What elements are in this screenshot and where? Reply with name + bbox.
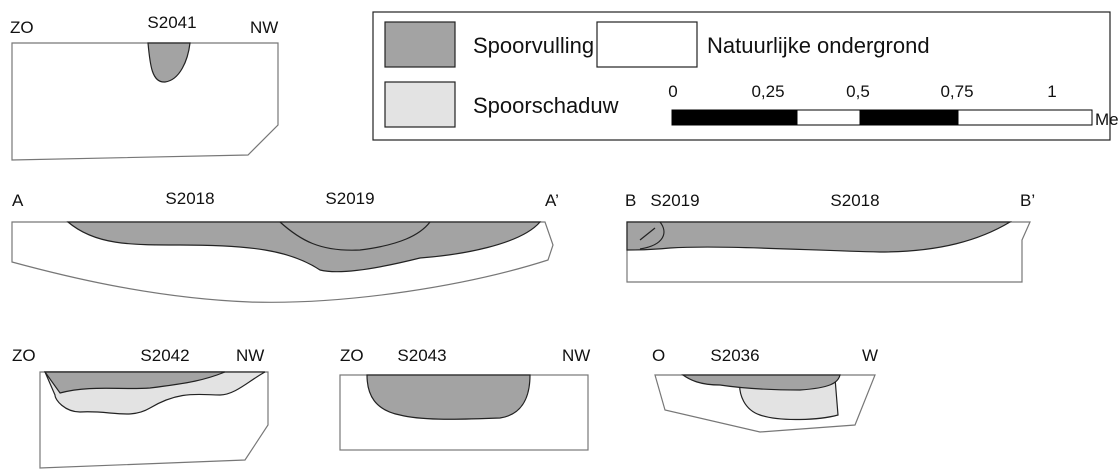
orientation-label: NW xyxy=(250,18,278,37)
scale-unit: Meter xyxy=(1095,110,1118,129)
feature-label: S2018 xyxy=(830,191,879,210)
fill-area xyxy=(626,221,1013,253)
scale-segment xyxy=(796,109,861,126)
section-s2041: ZO S2041 NW xyxy=(10,13,279,161)
scale-segment xyxy=(859,109,959,126)
section-b: B S2019 S2018 B’ xyxy=(625,191,1035,283)
section-a: A S2018 S2019 A’ xyxy=(11,189,559,303)
orientation-label: O xyxy=(652,346,665,365)
fill-area xyxy=(681,374,841,391)
feature-label: S2041 xyxy=(147,13,196,32)
scale-tick: 1 xyxy=(1047,82,1056,101)
section-outline xyxy=(11,42,279,161)
legend-swatch xyxy=(596,21,698,68)
section-s2043: ZO S2043 NW xyxy=(339,346,590,451)
scale-tick: 0 xyxy=(668,82,677,101)
scale-segment xyxy=(671,109,798,126)
scale-tick: 0,5 xyxy=(846,82,870,101)
feature-label: S2019 xyxy=(650,191,699,210)
feature-label: S2042 xyxy=(140,346,189,365)
orientation-label: NW xyxy=(562,346,590,365)
feature-boundary xyxy=(639,221,665,250)
feature-label: S2018 xyxy=(165,189,214,208)
legend: Spoorvulling Natuurlijke ondergrond Spoo… xyxy=(372,11,1118,141)
orientation-label: ZO xyxy=(340,346,364,365)
section-end-label: B xyxy=(625,191,636,210)
fill-area xyxy=(147,42,191,83)
legend-swatch xyxy=(384,21,456,68)
section-end-label: A’ xyxy=(545,191,559,210)
fill-area xyxy=(66,221,542,273)
scale-bar: 0 0,25 0,5 0,75 1 Meter xyxy=(668,82,1118,129)
legend-swatch xyxy=(384,81,456,128)
orientation-label: NW xyxy=(236,346,264,365)
scale-tick: 0,75 xyxy=(940,82,973,101)
section-end-label: B’ xyxy=(1020,191,1035,210)
scale-segment xyxy=(957,109,1093,126)
feature-label: S2043 xyxy=(397,346,446,365)
legend-label: Spoorvulling xyxy=(473,33,594,58)
fill-area xyxy=(366,374,531,420)
feature-boundary xyxy=(279,221,431,251)
legend-label: Spoorschaduw xyxy=(473,93,619,118)
fill-area xyxy=(43,371,226,394)
leader-line xyxy=(639,227,656,241)
feature-label: S2036 xyxy=(710,346,759,365)
section-s2042: ZO S2042 NW xyxy=(12,346,269,469)
section-end-label: A xyxy=(12,191,24,210)
section-s2036: O S2036 W xyxy=(652,346,878,433)
legend-label: Natuurlijke ondergrond xyxy=(707,33,930,58)
orientation-label: ZO xyxy=(12,346,36,365)
feature-label: S2019 xyxy=(325,189,374,208)
orientation-label: W xyxy=(862,346,878,365)
scale-tick: 0,25 xyxy=(751,82,784,101)
orientation-label: ZO xyxy=(10,18,34,37)
